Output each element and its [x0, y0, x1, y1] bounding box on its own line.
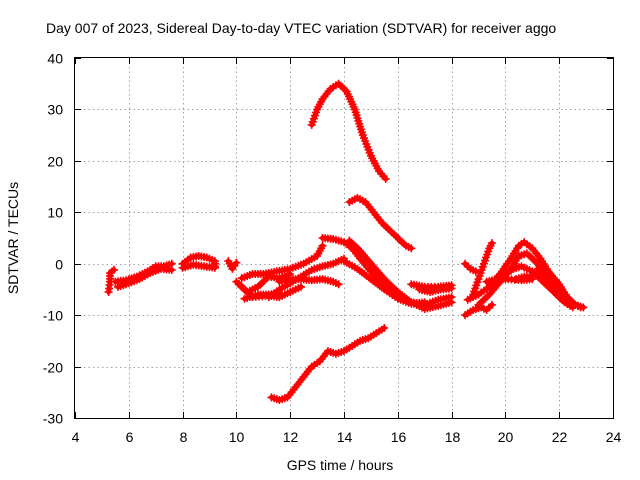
data-series-seg16 — [318, 234, 456, 309]
data-point-markers — [114, 264, 176, 291]
data-series-seg28 — [482, 275, 537, 286]
data-point-markers — [345, 193, 416, 253]
x-tick-label: 6 — [126, 429, 134, 445]
y-tick-label: 40 — [47, 51, 63, 67]
x-tick-label: 22 — [552, 429, 568, 445]
x-tick-label: 12 — [283, 429, 299, 445]
data-point-markers — [307, 79, 390, 183]
data-series-seg5 — [178, 260, 219, 272]
tick-layer: 4 6 8 10 12 14 16 18 20 22 24 -30 -20 -10 0 10 20 30 40 — [43, 51, 622, 446]
data-point-markers — [178, 252, 219, 271]
y-tick-label: 10 — [47, 205, 63, 221]
y-tick-label: 20 — [47, 154, 63, 170]
data-point-markers — [275, 275, 343, 289]
x-tick-label: 8 — [180, 429, 188, 445]
x-tick-label: 20 — [498, 429, 514, 445]
data-series-seg1 — [104, 265, 118, 296]
y-tick-label: 30 — [47, 102, 63, 118]
data-series-seg10 — [237, 241, 327, 283]
data-series-seg6 — [224, 257, 241, 273]
y-tick-label: 0 — [55, 257, 63, 273]
data-point-markers — [318, 234, 456, 309]
x-axis-label: GPS time / hours — [287, 457, 394, 473]
x-tick-label: 24 — [606, 429, 622, 445]
data-series-seg21 — [461, 259, 480, 276]
data-point-markers — [533, 264, 585, 312]
chart-title: Day 007 of 2023, Sidereal Day-to-day VTE… — [46, 20, 556, 36]
data-series-seg29 — [533, 264, 585, 312]
data-point-markers — [237, 241, 327, 283]
y-tick-label: -30 — [43, 411, 63, 427]
data-series-seg13 — [267, 324, 389, 404]
plot-frame — [74, 57, 614, 419]
data-point-markers — [415, 284, 456, 296]
data-point-markers — [267, 324, 389, 404]
y-axis-label: SDTVAR / TECUs — [5, 182, 21, 294]
x-tick-label: 18 — [445, 429, 461, 445]
data-series-seg3 — [114, 264, 176, 291]
data-series-seg12 — [275, 275, 343, 289]
data-series-seg4 — [178, 252, 219, 271]
data-series-seg18 — [340, 257, 429, 308]
y-tick-label: -10 — [43, 308, 63, 324]
data-point-markers — [482, 275, 537, 286]
x-tick-label: 14 — [337, 429, 353, 445]
data-point-markers — [178, 260, 219, 272]
data-series-seg14 — [307, 79, 390, 183]
x-tick-label: 16 — [391, 429, 407, 445]
grid-layer — [75, 58, 613, 418]
data-layer — [104, 79, 588, 404]
data-point-markers — [104, 265, 118, 296]
data-point-markers — [340, 257, 429, 308]
data-point-markers — [224, 257, 241, 273]
data-series-seg15 — [345, 193, 416, 253]
x-tick-label: 4 — [72, 429, 80, 445]
data-point-markers — [461, 259, 480, 276]
data-series-seg20 — [415, 284, 456, 296]
x-tick-label: 10 — [229, 429, 245, 445]
y-tick-label: -20 — [43, 360, 63, 376]
